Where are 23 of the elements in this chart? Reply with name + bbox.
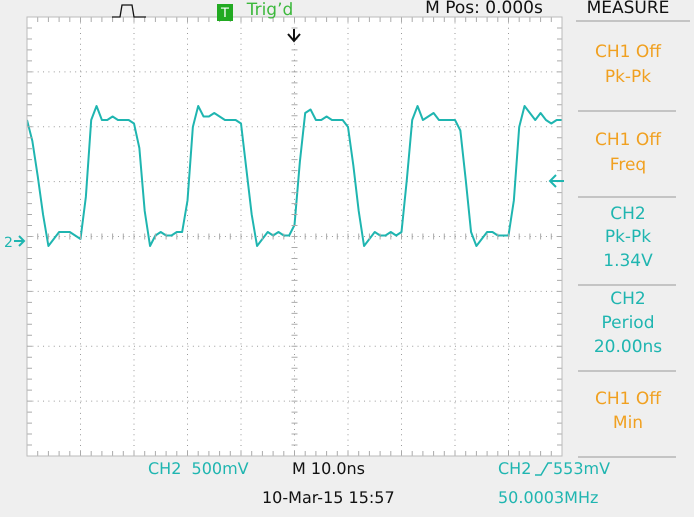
- text: M Pos: 0.000s: [425, 0, 543, 18]
- text: CH1 Off: [595, 389, 662, 409]
- text: CH2: [498, 459, 532, 478]
- text: 10-Mar-15 15:57: [262, 488, 395, 507]
- text: 20.00ns: [594, 337, 662, 357]
- text: 2: [4, 235, 13, 251]
- text: T: [220, 6, 230, 21]
- text: Pk-Pk: [604, 227, 652, 247]
- text: CH1 Off: [595, 130, 662, 150]
- text: CH1 Off: [595, 42, 662, 62]
- text: 1.34V: [603, 251, 654, 271]
- text: CH2: [610, 204, 646, 224]
- text: Pk-Pk: [604, 67, 652, 87]
- text: Trig’d: [246, 0, 294, 20]
- text: CH2 500mV: [148, 459, 249, 478]
- text: 553mV: [553, 459, 610, 478]
- text: 50.0003MHz: [498, 488, 598, 507]
- text: CH2: [610, 289, 646, 309]
- text: MEASURE: [586, 0, 670, 18]
- text: Min: [612, 413, 644, 433]
- text: Period: [601, 313, 655, 333]
- text: M 10.0ns: [292, 459, 365, 478]
- text: Freq: [610, 155, 646, 175]
